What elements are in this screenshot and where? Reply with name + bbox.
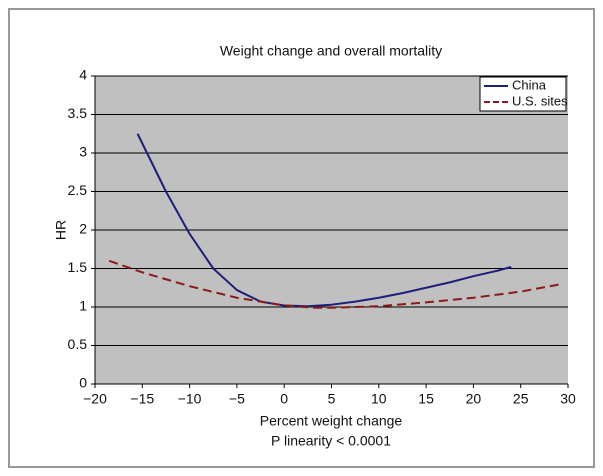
- legend-label: China: [512, 77, 547, 92]
- x-tick-label: 5: [328, 391, 336, 407]
- y-tick-label: 3: [79, 144, 87, 160]
- y-tick-label: 4: [79, 67, 87, 83]
- y-tick-label: 2: [79, 221, 87, 237]
- legend-label: U.S. sites: [512, 93, 568, 108]
- y-tick-label: 1: [79, 298, 87, 314]
- legend-box: [479, 76, 567, 112]
- x-axis-label: Percent weight change: [260, 413, 403, 429]
- x-tick-label: −15: [130, 391, 154, 407]
- x-tick-label: 25: [513, 391, 529, 407]
- x-tick-label: 20: [466, 391, 482, 407]
- x-tick-label: −20: [83, 391, 107, 407]
- y-tick-label: 2.5: [68, 182, 88, 198]
- x-tick-label: −10: [178, 391, 202, 407]
- y-tick-label: 0: [79, 375, 87, 391]
- x-tick-label: 30: [560, 391, 576, 407]
- x-tick-label: 15: [418, 391, 434, 407]
- y-axis-label: HR: [53, 220, 69, 240]
- series-line: [136, 133, 512, 308]
- x-tick-label: −5: [229, 391, 245, 407]
- x-tick-label: 10: [371, 391, 387, 407]
- y-tick-label: 0.5: [68, 336, 88, 352]
- y-tick-label: 3.5: [68, 105, 88, 121]
- annotation: P linearity < 0.0001: [271, 433, 391, 449]
- series-line: [108, 259, 559, 309]
- chart-title: Weight change and overall mortality: [220, 43, 442, 59]
- y-tick-label: 1.5: [68, 259, 88, 275]
- x-tick-label: 0: [280, 391, 288, 407]
